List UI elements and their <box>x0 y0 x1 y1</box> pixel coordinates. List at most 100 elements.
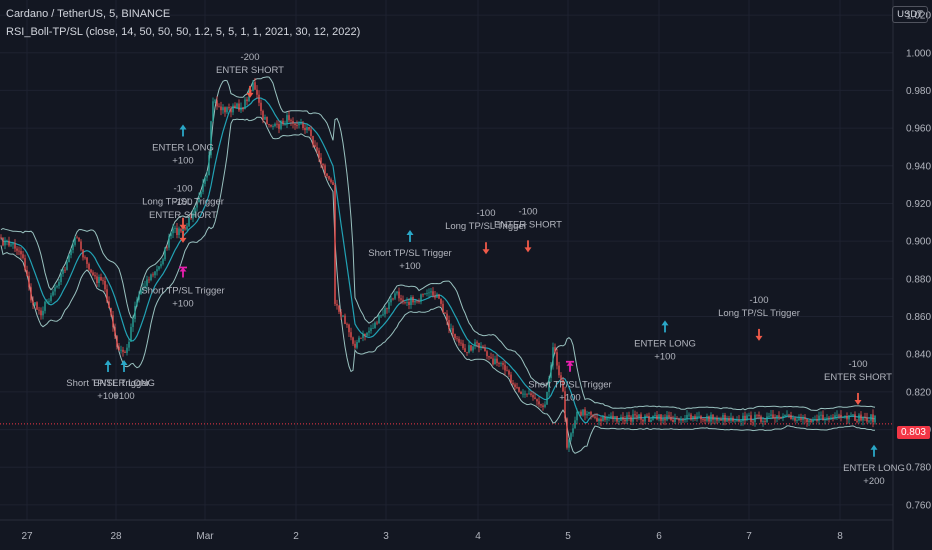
indicator-title[interactable]: RSI_Boll-TP/SL (close, 14, 50, 50, 50, 1… <box>6 26 361 38</box>
candle-body <box>178 228 180 235</box>
candle-body <box>784 414 786 417</box>
candle-body <box>838 414 840 416</box>
candle-body <box>68 255 70 262</box>
candle-body <box>26 270 28 276</box>
candle-body <box>24 258 26 271</box>
signal-label: Short TP/SL Trigger <box>528 380 611 391</box>
candle-body <box>62 269 64 274</box>
candle-body <box>228 107 230 109</box>
candle-body <box>356 342 358 348</box>
candle-body <box>278 124 280 129</box>
candle-body <box>812 419 814 422</box>
candle-body <box>120 349 122 351</box>
candle-body <box>136 299 138 306</box>
candle-body <box>366 332 368 336</box>
signal-label: ENTER SHORT <box>216 65 284 76</box>
candle-body <box>610 415 612 418</box>
candle-body <box>734 420 736 422</box>
candle-body <box>360 337 362 339</box>
candle-body <box>384 308 386 315</box>
candle-body <box>830 417 832 419</box>
candle-body <box>372 327 374 329</box>
candle-body <box>192 212 194 219</box>
candle-body <box>564 391 566 419</box>
candle-body <box>820 414 822 416</box>
candle-body <box>438 294 440 299</box>
candle-body <box>110 308 112 316</box>
candle-body <box>504 364 506 371</box>
candle-body <box>872 414 874 423</box>
candle-body <box>618 420 620 422</box>
candle-body <box>118 346 120 351</box>
candle-body <box>396 291 398 294</box>
candle-body <box>108 301 110 309</box>
currency-button[interactable]: USDT <box>892 6 928 23</box>
signal-label: +100 <box>654 351 675 362</box>
short-arrow-icon <box>755 335 763 341</box>
candle-body <box>668 415 670 417</box>
candle-body <box>592 414 594 417</box>
signal-label: ENTER SHORT <box>494 219 562 230</box>
candle-body <box>338 305 340 312</box>
candle-body <box>104 280 106 290</box>
candle-body <box>670 416 672 420</box>
candle-body <box>354 343 356 348</box>
candle-body <box>478 342 480 349</box>
candle-body <box>402 299 404 302</box>
candle-body <box>94 275 96 277</box>
candle-body <box>406 301 408 303</box>
candle-body <box>410 296 412 306</box>
candle-body <box>756 414 758 416</box>
signal-label: -100 <box>749 295 768 306</box>
long-arrow-icon <box>120 359 128 365</box>
candle-body <box>512 382 514 385</box>
candle-body <box>346 323 348 325</box>
candle-body <box>312 135 314 145</box>
signal-label: +100 <box>399 261 420 272</box>
candle-body <box>810 420 812 422</box>
candle-body <box>88 263 90 270</box>
candle-body <box>632 414 634 422</box>
candle-body <box>264 116 266 120</box>
candle-body <box>796 420 798 421</box>
last-price-tag: 0.803 <box>896 426 930 439</box>
candle-body <box>866 417 868 422</box>
candle-body <box>190 217 192 219</box>
candle-body <box>652 415 654 420</box>
upper-band <box>0 76 876 411</box>
candle-body <box>106 289 108 302</box>
candle-body <box>318 150 320 158</box>
candle-body <box>806 419 808 422</box>
candle-body <box>206 175 208 178</box>
candle-body <box>706 416 708 421</box>
candle-body <box>78 237 80 242</box>
candle-body <box>544 404 546 407</box>
candle-body <box>298 123 300 126</box>
candle-body <box>710 414 712 422</box>
candle-body <box>860 414 862 421</box>
short-arrow-icon <box>482 249 490 255</box>
candle-body <box>156 269 158 272</box>
candle-body <box>204 177 206 184</box>
candle-body <box>798 418 800 421</box>
candle-body <box>598 418 600 422</box>
candle-body <box>644 415 646 422</box>
candle-body <box>166 247 168 249</box>
y-tick-label: 0.980 <box>906 86 931 97</box>
candle-body <box>764 421 766 423</box>
short-arrow-icon <box>179 224 187 230</box>
long-arrow-icon <box>870 444 878 450</box>
long-arrow-icon <box>406 229 414 235</box>
candle-body <box>290 120 292 122</box>
candle-body <box>154 271 156 276</box>
candle-body <box>266 116 268 125</box>
candle-body <box>582 409 584 416</box>
candle-body <box>186 226 188 230</box>
candle-body <box>170 233 172 237</box>
signal-label: ENTER LONG <box>93 378 155 389</box>
candle-body <box>790 415 792 420</box>
candle-body <box>362 333 364 338</box>
candle-body <box>560 375 562 380</box>
